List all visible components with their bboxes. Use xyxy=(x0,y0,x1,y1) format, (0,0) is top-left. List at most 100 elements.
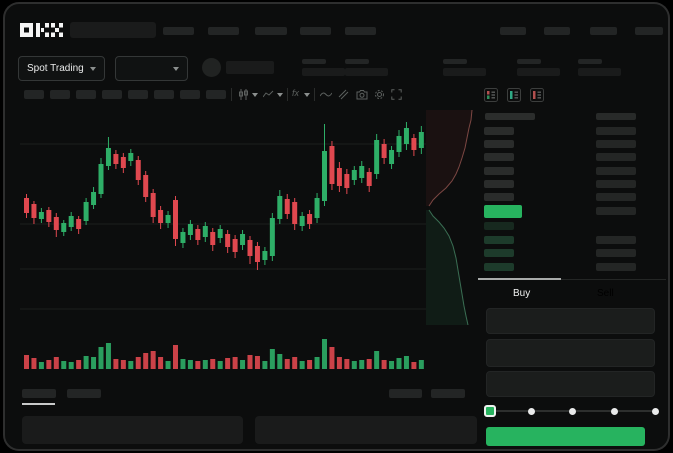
candle-body xyxy=(53,217,59,230)
candle-body xyxy=(284,199,290,214)
bid-price[interactable] xyxy=(484,262,514,271)
nav-item[interactable] xyxy=(300,27,331,35)
ask-amount[interactable] xyxy=(596,127,636,135)
tab-sell[interactable]: Sell xyxy=(597,288,614,299)
volume-bar xyxy=(187,360,193,369)
price-input[interactable] xyxy=(486,308,655,334)
book-buy-icon[interactable] xyxy=(507,88,521,102)
panel-divider-highlight[interactable] xyxy=(478,278,561,280)
pair-dropdown[interactable] xyxy=(115,56,188,81)
volume-bar xyxy=(217,361,223,369)
timeframe-button[interactable] xyxy=(102,90,122,99)
volume-bar xyxy=(128,361,134,369)
bottom-action[interactable] xyxy=(431,389,465,398)
nav-item[interactable] xyxy=(544,27,570,35)
bid-price[interactable] xyxy=(484,222,514,230)
volume-bar xyxy=(299,361,305,369)
chevron-down-icon[interactable] xyxy=(304,93,310,97)
ask-amount[interactable] xyxy=(596,179,636,188)
candle-body xyxy=(24,198,29,213)
candle-body xyxy=(225,234,231,247)
nav-item[interactable] xyxy=(255,27,287,35)
volume-bar xyxy=(98,347,104,369)
nav-item[interactable] xyxy=(635,27,663,35)
candle-body xyxy=(210,232,216,245)
ask-price[interactable] xyxy=(484,166,514,175)
ask-price[interactable] xyxy=(484,179,514,188)
slider-stop[interactable] xyxy=(610,407,618,415)
fx-icon[interactable]: fx xyxy=(292,88,300,98)
search-placeholder[interactable] xyxy=(70,22,156,38)
slider-handle[interactable] xyxy=(484,405,496,417)
volume-bar xyxy=(83,356,89,369)
volume-chart xyxy=(24,339,424,369)
last-price-bar[interactable] xyxy=(484,205,522,218)
stat-value xyxy=(345,68,388,76)
timeframe-button[interactable] xyxy=(76,90,96,99)
book-split-icon[interactable] xyxy=(484,88,498,102)
camera-icon[interactable] xyxy=(356,89,368,100)
nav-item[interactable] xyxy=(345,27,376,35)
timeframe-button[interactable] xyxy=(206,90,226,99)
candle-body xyxy=(195,229,201,240)
timeframe-button[interactable] xyxy=(180,90,200,99)
market-type-dropdown[interactable]: Spot Trading xyxy=(18,56,105,81)
candle-body xyxy=(180,232,186,243)
bottom-panel-right xyxy=(255,416,477,444)
stat-value xyxy=(302,68,345,76)
gear-icon[interactable] xyxy=(374,89,385,100)
amount-input[interactable] xyxy=(486,339,655,367)
slider-stop[interactable] xyxy=(652,407,659,415)
volume-bar xyxy=(135,357,141,369)
book-sell-icon[interactable] xyxy=(530,88,544,102)
ask-price[interactable] xyxy=(484,140,514,149)
volume-bar xyxy=(307,360,313,369)
ask-amount[interactable] xyxy=(596,166,636,175)
chevron-down-icon xyxy=(173,66,179,71)
bid-amount[interactable] xyxy=(596,249,636,257)
nav-item[interactable] xyxy=(208,27,239,35)
candlestick-chart[interactable] xyxy=(20,106,426,332)
expand-icon[interactable] xyxy=(391,89,402,100)
ask-amount[interactable] xyxy=(596,193,636,201)
timeframe-button[interactable] xyxy=(24,90,44,99)
candle-body xyxy=(61,223,67,232)
ask-price[interactable] xyxy=(484,127,514,135)
candle-body xyxy=(314,198,320,218)
trend-icon[interactable] xyxy=(263,90,274,99)
ask-price[interactable] xyxy=(484,193,514,201)
bid-amount[interactable] xyxy=(596,262,636,271)
bid-price[interactable] xyxy=(484,235,514,244)
chevron-down-icon[interactable] xyxy=(252,93,258,97)
ask-amount[interactable] xyxy=(596,140,636,149)
timeframe-button[interactable] xyxy=(50,90,70,99)
buy-button[interactable] xyxy=(486,427,645,446)
nav-item[interactable] xyxy=(163,27,194,35)
volume-bar xyxy=(61,361,67,369)
ask-price[interactable] xyxy=(484,153,514,162)
bid-price[interactable] xyxy=(484,249,514,257)
timeframe-button[interactable] xyxy=(128,90,148,99)
bottom-tab-active[interactable] xyxy=(22,389,56,398)
candle-body xyxy=(91,192,97,205)
candle-body xyxy=(135,160,141,180)
ask-amount[interactable] xyxy=(596,153,636,162)
bid-amount[interactable] xyxy=(596,235,636,244)
chevron-down-icon[interactable] xyxy=(277,93,283,97)
layers-icon[interactable] xyxy=(338,89,349,100)
nav-item[interactable] xyxy=(590,27,617,35)
bottom-action[interactable] xyxy=(389,389,422,398)
ask-amount[interactable] xyxy=(596,207,636,215)
bottom-tab[interactable] xyxy=(67,389,101,398)
coin-avatar xyxy=(202,58,221,77)
candle-body xyxy=(299,216,305,226)
nav-item[interactable] xyxy=(500,27,526,35)
volume-bar xyxy=(254,356,260,369)
total-input[interactable] xyxy=(486,371,655,397)
slider-stop[interactable] xyxy=(527,407,535,415)
slider-stop[interactable] xyxy=(569,407,576,415)
candles-icon[interactable] xyxy=(238,89,249,100)
timeframe-button[interactable] xyxy=(154,90,174,99)
wave-icon[interactable] xyxy=(320,91,332,98)
tab-buy[interactable]: Buy xyxy=(513,288,531,299)
